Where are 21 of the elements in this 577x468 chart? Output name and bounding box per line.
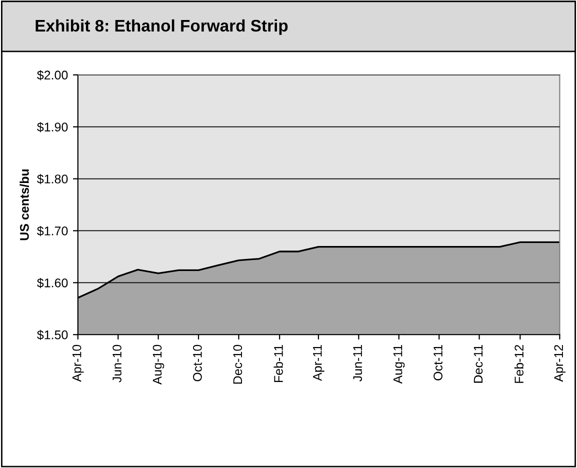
x-tick-label: Aug-11	[394, 344, 405, 384]
y-tick-label: $1.50	[37, 330, 68, 340]
x-tick-label: Jun-11	[353, 344, 362, 382]
y-tick-label: $1.80	[37, 174, 68, 184]
x-tick-label: Feb-12	[514, 344, 524, 383]
x-tick-label: Jun-10	[112, 344, 122, 382]
y-tick-label: $1.70	[37, 226, 68, 236]
x-tick-label: Apr-11	[313, 344, 324, 381]
x-tick-label: Feb-11	[274, 344, 283, 382]
x-tick-label: Aug-10	[152, 344, 164, 385]
x-tick-label: Oct-11	[434, 344, 442, 380]
y-axis-title: US cents/bu	[20, 169, 29, 240]
x-tick-label: Dec-10	[233, 344, 242, 384]
y-tick-label: $1.60	[37, 278, 68, 288]
y-tick-label: $1.90	[37, 122, 68, 132]
chart-title: Exhibit 8: Ethanol Forward Strip	[36, 19, 288, 35]
x-tick-label: Oct-10	[193, 344, 202, 382]
x-tick-label: Apr-12	[554, 344, 566, 382]
x-tick-label: Dec-11	[474, 344, 483, 383]
y-tick-label: $2.00	[37, 70, 68, 80]
x-tick-label: Apr-10	[72, 344, 84, 382]
